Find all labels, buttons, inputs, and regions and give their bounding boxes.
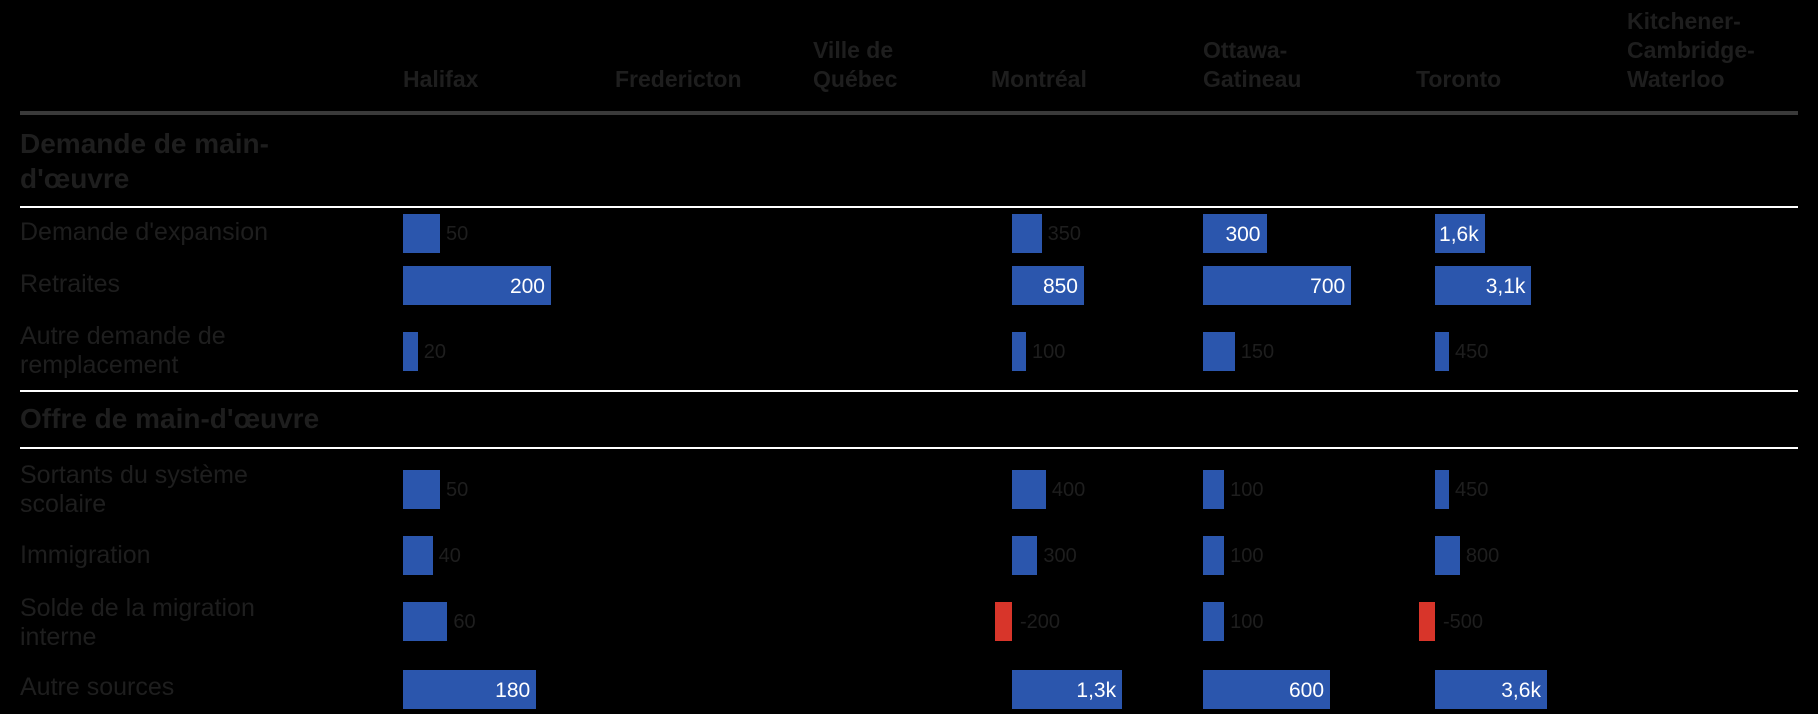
data-label: 450: [1455, 479, 1489, 501]
row-label: Immigration: [20, 541, 151, 569]
bar: [1435, 470, 1449, 509]
table-rule-1: [20, 206, 1798, 208]
bar: [403, 536, 433, 575]
data-label: 50: [446, 223, 469, 245]
bar: [403, 266, 551, 305]
bar: [403, 214, 440, 253]
row-label: Autre demande de remplacement: [20, 322, 226, 379]
data-label: 1,6k: [1439, 223, 1479, 246]
data-label: 800: [1465, 545, 1500, 567]
data-label: 100: [1032, 341, 1066, 363]
bar: [1435, 332, 1449, 371]
row-label: Sortants du système scolaire: [20, 461, 248, 518]
table-rule-3: [20, 447, 1798, 449]
bar: [403, 602, 448, 641]
bar: [1435, 214, 1485, 253]
data-label: 450: [1455, 341, 1489, 363]
data-label: 850: [1042, 275, 1078, 298]
row-label: Retraites: [20, 270, 121, 298]
data-label: 60: [453, 611, 476, 633]
bar: [1012, 332, 1026, 371]
data-label: 400: [1051, 479, 1086, 501]
bar: [1012, 670, 1123, 709]
bar: [1435, 670, 1547, 709]
data-label: 100: [1230, 611, 1264, 633]
data-label: -500: [1443, 611, 1484, 633]
data-label: 3,6k: [1501, 679, 1541, 702]
row-label: Solde de la migration interne: [20, 594, 255, 651]
bar: [1203, 332, 1235, 371]
column-header-1: Fredericton: [615, 66, 742, 92]
column-header-6: Kitchener- Cambridge- Waterloo: [1627, 8, 1755, 92]
data-label: 300: [1043, 545, 1077, 567]
column-header-4: Ottawa- Gatineau: [1203, 37, 1302, 92]
data-label: 50: [446, 479, 469, 501]
data-label: 20: [423, 341, 447, 363]
table-rule-2: [20, 390, 1798, 392]
bar: [1012, 536, 1038, 575]
data-label: 200: [509, 275, 545, 298]
data-label: 150: [1240, 341, 1275, 363]
bar: [403, 670, 537, 709]
bar: [1203, 536, 1225, 575]
bar: [1435, 266, 1532, 305]
row-label: Autre sources: [20, 673, 175, 701]
bar: [1203, 214, 1267, 253]
column-header-3: Montréal: [991, 66, 1087, 92]
data-label: 300: [1225, 223, 1261, 246]
column-header-0: Halifax: [403, 66, 479, 92]
data-label: 350: [1047, 223, 1082, 245]
data-label: 600: [1288, 679, 1325, 702]
data-label: 40: [438, 545, 461, 567]
bar: [1012, 266, 1084, 305]
data-label: 180: [495, 679, 531, 702]
data-label: 700: [1310, 275, 1346, 298]
bar: [403, 332, 418, 371]
bar: [1203, 470, 1225, 509]
section-title-1: Offre de main-d'œuvre: [20, 403, 320, 434]
section-title-0: Demande de main-d'œuvre: [20, 128, 269, 194]
data-label: 100: [1230, 479, 1264, 501]
bar: [1419, 602, 1435, 641]
bar: [1203, 670, 1331, 709]
bar: [1012, 214, 1042, 253]
bar: [1203, 266, 1352, 305]
bar: [1203, 602, 1225, 641]
bar: [403, 470, 440, 509]
data-label: 100: [1230, 545, 1264, 567]
bar: [1435, 536, 1460, 575]
data-label: 3,1k: [1485, 275, 1526, 298]
bar: [1012, 470, 1046, 509]
row-label: Demande d'expansion: [20, 218, 268, 246]
column-header-5: Toronto: [1416, 66, 1502, 92]
table-rule-0: [20, 111, 1798, 115]
data-label: 1,3k: [1076, 679, 1117, 702]
data-label: -200: [1020, 611, 1061, 633]
column-header-2: Ville de Québec: [813, 37, 898, 92]
bar: [995, 602, 1012, 641]
